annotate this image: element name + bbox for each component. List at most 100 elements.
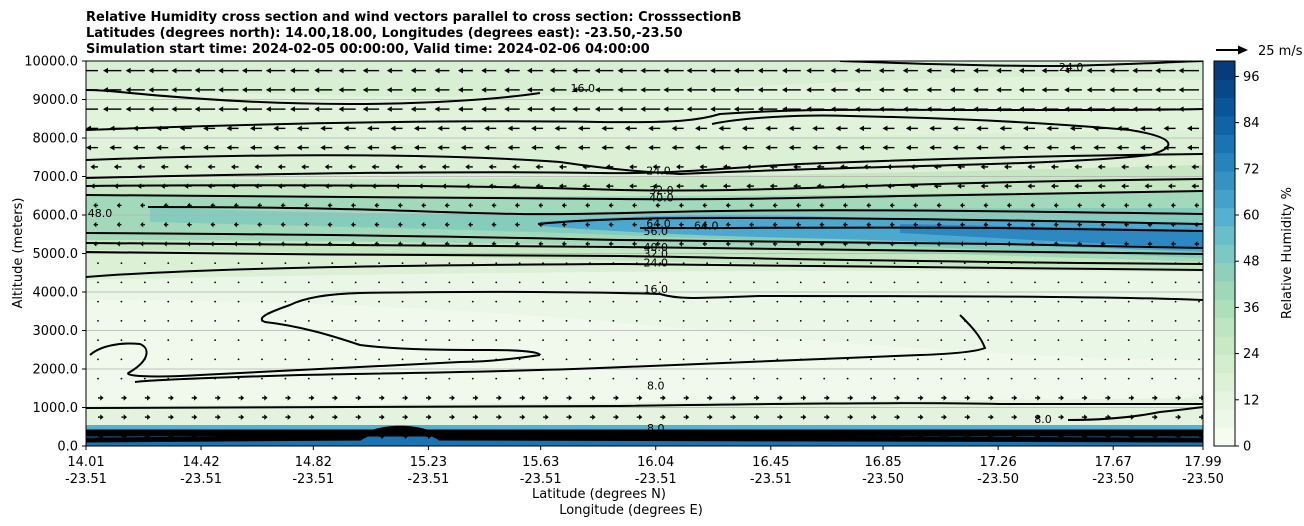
wind-vector-head <box>434 87 440 93</box>
wind-vector-dot <box>542 319 544 322</box>
wind-vector <box>86 69 98 72</box>
wind-vector-dot <box>589 281 591 284</box>
wind-vector <box>214 339 217 342</box>
wind-vector-dot <box>448 319 451 322</box>
wind-vector <box>1018 87 1036 93</box>
wind-vector-head <box>357 395 362 401</box>
wind-vector <box>367 125 380 132</box>
wind-vector-head <box>710 106 716 112</box>
x-tick-label-longitude: -23.51 <box>65 472 107 487</box>
wind-vector <box>1035 395 1041 401</box>
wind-vector <box>757 67 778 74</box>
wind-vector <box>331 358 334 361</box>
wind-vector-dot <box>1174 300 1177 303</box>
wind-vector <box>823 281 826 284</box>
wind-vector <box>1151 358 1154 361</box>
wind-vector-head <box>826 395 830 401</box>
wind-vector-dot <box>987 281 990 284</box>
wind-vector-head <box>990 414 994 420</box>
wind-vector-dot <box>97 319 99 322</box>
wind-vector <box>648 144 661 151</box>
wind-vector <box>1034 281 1036 284</box>
x-tick-label-latitude: 14.42 <box>182 455 219 470</box>
wind-vector <box>121 395 128 401</box>
wind-vector <box>471 377 474 380</box>
wind-vector <box>481 106 497 112</box>
wind-vector-head <box>1041 67 1047 74</box>
wind-vector-head <box>999 125 1005 132</box>
wind-vector <box>846 339 849 342</box>
wind-vector <box>706 262 708 265</box>
x-axis-ticks: 14.01-23.5114.42-23.5114.82-23.5115.23-2… <box>65 446 1224 487</box>
wind-vector <box>957 183 965 189</box>
x-tick-label-longitude: -23.50 <box>977 472 1019 487</box>
wind-vector-dot <box>143 339 146 342</box>
wind-vector <box>835 144 848 151</box>
wind-vector-head <box>830 67 836 74</box>
wind-vector-dot <box>167 281 170 284</box>
wind-vector-dot <box>565 300 568 303</box>
wind-vector-dot <box>635 319 638 322</box>
wind-vector <box>331 281 334 284</box>
wind-vector <box>290 67 309 74</box>
wind-vector <box>441 164 450 170</box>
wind-vector <box>191 395 198 401</box>
wind-vector-dot <box>495 281 498 284</box>
wind-vector <box>350 202 356 209</box>
wind-vector <box>940 339 943 342</box>
wind-vector-dot <box>940 319 943 322</box>
wind-vector <box>765 125 778 132</box>
wind-vector-head <box>437 125 443 132</box>
wind-vector <box>1194 202 1199 209</box>
wind-vector <box>148 87 169 93</box>
wind-vector <box>635 358 638 361</box>
wind-vector-head <box>952 125 958 132</box>
wind-vector <box>799 262 802 265</box>
wind-vector-head <box>1077 221 1081 228</box>
wind-vector <box>308 414 315 420</box>
wind-vector-head <box>686 87 692 93</box>
wind-vector <box>1140 125 1153 132</box>
wind-vector-head <box>648 144 654 151</box>
wind-vector <box>194 106 216 112</box>
wind-vector-head <box>819 221 823 228</box>
wind-vector-dot <box>1057 358 1060 361</box>
wind-vector-dot <box>1080 377 1083 380</box>
wind-vector <box>284 300 287 303</box>
wind-vector-head <box>367 144 373 151</box>
wind-vector <box>444 221 450 228</box>
wind-vector <box>893 377 896 380</box>
wind-vector-head <box>710 87 716 93</box>
wind-vector-dot <box>1151 300 1154 303</box>
wind-vector <box>1151 300 1154 303</box>
wind-vector <box>589 377 591 380</box>
wind-vector <box>987 300 990 303</box>
wind-vector-head <box>889 202 893 209</box>
wind-vector-head <box>410 87 416 93</box>
wind-vector-dot <box>214 358 217 361</box>
wind-vector-dot <box>495 377 498 380</box>
wind-vector-dot <box>1104 319 1107 322</box>
wind-vector <box>663 106 684 112</box>
wind-vector-dot <box>471 262 474 265</box>
wind-vector-head <box>444 221 448 228</box>
wind-vector <box>565 281 568 284</box>
wind-vector <box>916 319 919 322</box>
wind-vector <box>624 144 637 151</box>
wind-vector <box>772 202 778 209</box>
wind-vector <box>434 106 450 112</box>
wind-vector <box>401 300 404 303</box>
wind-vector-dot <box>1104 300 1107 303</box>
wind-vector <box>613 395 619 401</box>
wind-vector <box>753 281 755 284</box>
contour-24-upper <box>839 61 1203 68</box>
wind-vector-head <box>718 125 724 132</box>
wind-vector <box>471 358 474 361</box>
wind-vector-head <box>277 164 282 170</box>
wind-vector-dot <box>97 262 99 265</box>
wind-vector <box>806 67 825 74</box>
wind-vector-dot <box>331 319 334 322</box>
wind-vector <box>777 395 783 401</box>
wind-vector <box>878 67 895 74</box>
wind-vector-head <box>960 202 964 209</box>
